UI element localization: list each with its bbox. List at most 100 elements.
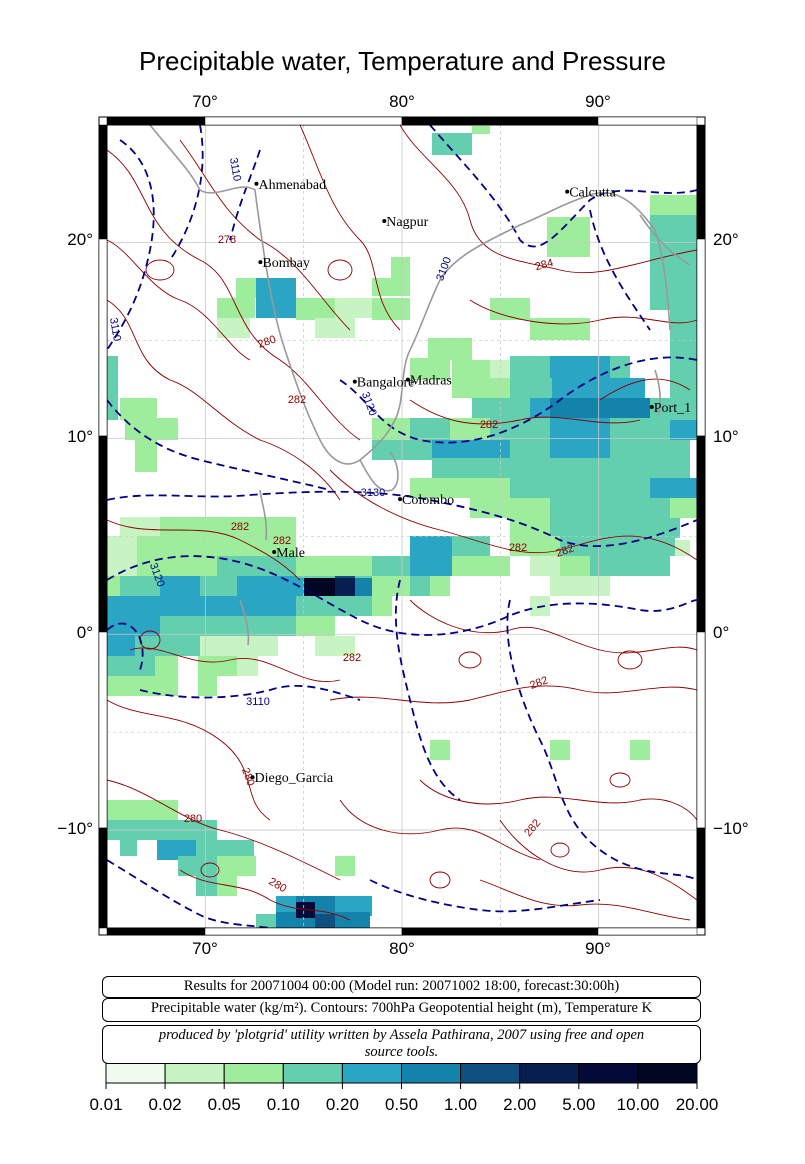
pw-cell — [550, 740, 570, 760]
pw-cell — [510, 536, 560, 556]
pw-cell — [196, 840, 254, 860]
pw-cell — [160, 616, 237, 636]
coastline-path — [259, 489, 268, 541]
temperature-contour-label: 280 — [239, 766, 257, 787]
colorbar-swatch — [519, 1062, 580, 1084]
height-contour-label: 3100 — [434, 255, 454, 282]
pw-cell — [120, 517, 160, 536]
colorbar-swatch — [282, 1062, 343, 1084]
top-lon-label: 90° — [585, 92, 611, 111]
pw-cell — [120, 840, 137, 856]
pw-cell — [510, 378, 552, 398]
credits-line-1: produced by 'plotgrid' utility written b… — [158, 1027, 645, 1043]
temperature-contour-loop — [145, 259, 175, 281]
pw-cell — [450, 536, 490, 556]
city-dot — [250, 775, 255, 780]
pw-cell — [372, 556, 410, 576]
temperature-contour-line — [329, 685, 698, 704]
temperature-contour-label: 282 — [343, 652, 361, 664]
coastline-path — [149, 124, 671, 465]
temperature-contour-label: 284 — [534, 257, 555, 273]
temperature-contour-loop — [200, 862, 220, 878]
pw-cell — [550, 498, 670, 518]
temperature-contour-line — [399, 124, 698, 274]
coastline — [149, 124, 691, 646]
pw-cell — [135, 636, 200, 656]
temperature-contour-loop — [550, 842, 570, 858]
temperature-contour-line — [106, 299, 341, 501]
city-dot — [398, 497, 403, 502]
pw-cell — [254, 596, 296, 616]
colorbar-label: 5.00 — [562, 1095, 596, 1114]
city-label: Bombay — [262, 256, 309, 271]
pw-cell — [510, 440, 550, 460]
temperature-contour-line — [499, 819, 698, 901]
temperature-contour-line — [479, 879, 691, 921]
pw-cell — [530, 318, 590, 340]
pw-cell — [550, 576, 570, 596]
left-lat-label: 0° — [77, 623, 93, 642]
pw-cell — [550, 440, 610, 460]
temperature-contour-loop — [609, 772, 631, 788]
pw-cell — [530, 556, 560, 576]
pw-cell — [510, 356, 550, 378]
top-lon-label: 70° — [192, 92, 218, 111]
height-contour-label: 3120 — [359, 390, 379, 417]
height-contour-line — [369, 879, 601, 913]
height-contour-line — [106, 622, 144, 671]
variables-text: Precipitable water (kg/m²). Contours: 70… — [150, 1000, 653, 1016]
pw-cell — [304, 578, 335, 596]
temperature-contour-label: 282 — [528, 674, 549, 692]
right-lat-label: 0° — [713, 623, 729, 642]
colorbar-swatch — [164, 1062, 225, 1084]
precipitable-water-cells — [107, 126, 697, 928]
pw-cell — [296, 298, 335, 320]
temperature-contour-loop — [458, 651, 482, 669]
city-label: Port_1 — [654, 401, 691, 416]
pw-cell — [428, 338, 472, 360]
pw-cell — [490, 378, 510, 398]
city-dot — [254, 181, 259, 186]
colorbar-label: 20.00 — [675, 1095, 719, 1114]
temperature-contour-label: 282 — [509, 542, 527, 554]
pw-cell — [137, 556, 217, 576]
frame-bar-right — [696, 827, 706, 929]
height-contour-line — [106, 859, 271, 929]
pw-cell — [107, 616, 160, 636]
pw-cell — [200, 636, 278, 656]
colorbar-label: 0.02 — [148, 1095, 182, 1114]
pw-cell — [217, 856, 256, 876]
city-label: Colombo — [402, 493, 454, 508]
pw-cell — [296, 902, 315, 918]
pw-cell — [237, 576, 296, 596]
pw-cell — [355, 578, 372, 596]
frame-bar-bottom — [401, 927, 599, 936]
height-contour-line — [106, 490, 698, 547]
pw-cell — [560, 536, 675, 556]
height-contour-line — [589, 209, 651, 331]
pw-cell — [107, 676, 178, 696]
pw-cell — [470, 458, 690, 478]
pw-cell — [198, 656, 237, 676]
graticule — [107, 125, 697, 928]
colorbar-swatch — [223, 1062, 284, 1084]
pw-cell — [670, 310, 697, 420]
temperature-contour-label: 282 — [273, 535, 291, 547]
frame-bar-left — [98, 631, 108, 829]
temperature-contour-label: 280 — [184, 813, 202, 825]
temperature-contour-line — [106, 519, 301, 581]
pw-cell — [120, 800, 178, 820]
bottom-lon-label: 80° — [389, 939, 415, 958]
colorbar-label: 1.00 — [444, 1095, 478, 1114]
temperature-contour-line — [106, 779, 341, 881]
temperature-contour-line — [179, 869, 351, 921]
temperature-contour-label: 280 — [267, 876, 289, 896]
height-contour-line — [169, 124, 204, 261]
pw-cell — [560, 556, 590, 576]
pw-cell — [610, 418, 670, 440]
pw-cell — [217, 298, 255, 318]
frame-bar-bottom — [597, 927, 698, 936]
pw-cell — [670, 498, 697, 518]
pw-cell — [410, 358, 450, 380]
